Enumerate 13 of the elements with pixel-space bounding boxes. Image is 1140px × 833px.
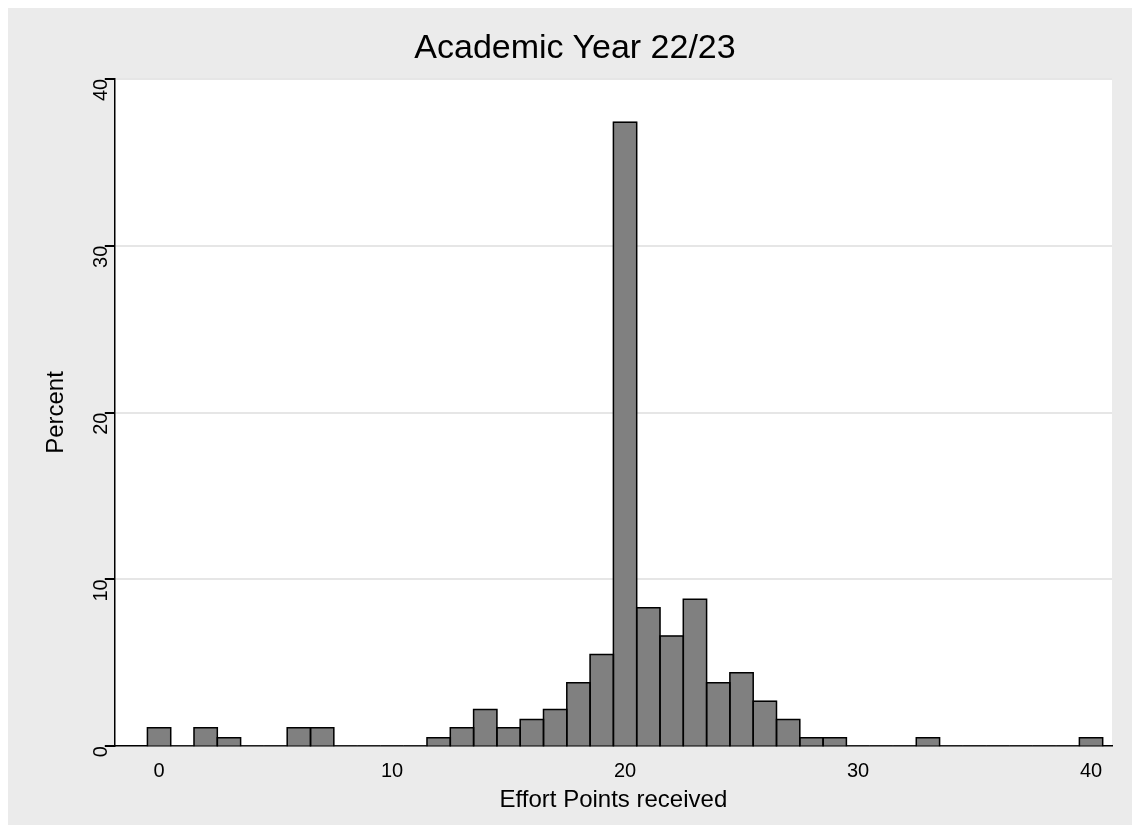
chart-title: Academic Year 22/23 (414, 26, 736, 65)
y-tick-label: 0 (89, 746, 112, 758)
x-tick-label: 10 (380, 758, 404, 781)
x-tick-label: 40 (1079, 758, 1103, 781)
x-tick-label: 0 (153, 758, 165, 781)
x-tick-label: 30 (846, 758, 870, 781)
x-axis-title: Effort Points received (499, 785, 728, 813)
y-tick-label: 40 (89, 78, 112, 102)
y-tick-label: 30 (89, 245, 112, 268)
y-tick-label: 20 (89, 412, 112, 435)
y-tick-label: 10 (89, 579, 112, 602)
y-axis-title: Percent (41, 370, 69, 454)
x-tick-label: 20 (613, 758, 637, 781)
